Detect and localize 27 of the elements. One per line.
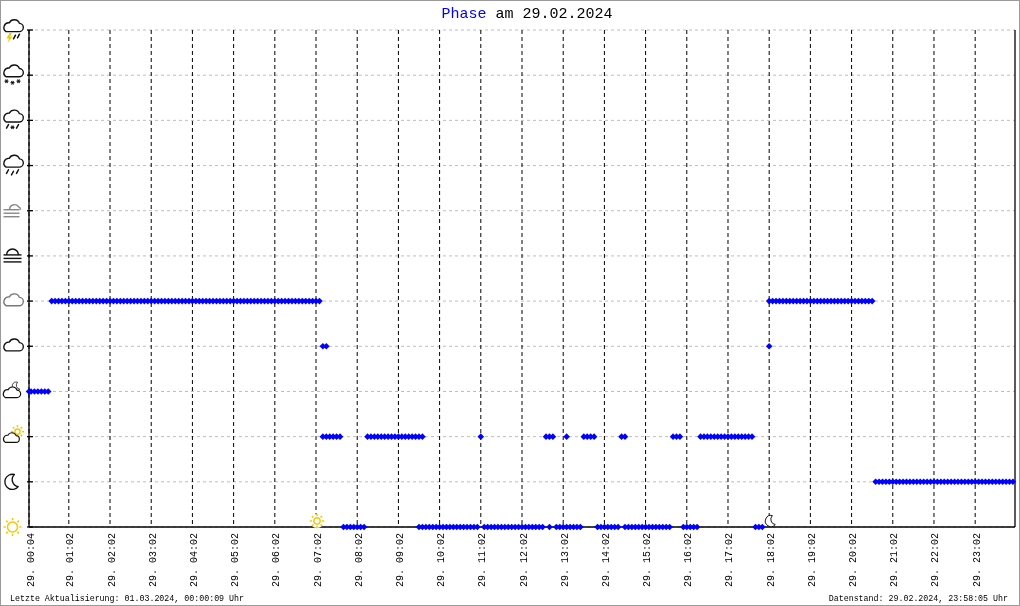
x-tick-label: 29. 21:02 [889, 533, 901, 588]
text: Letzte Aktualisierung: 01.03.2024, 00:00:09 Uhr [10, 594, 245, 603]
x-tick-label: 29. 11:02 [477, 533, 489, 588]
text: Datenstand: 29.02.2024, 23:58:05 Uhr [828, 594, 1009, 603]
x-tick-label: 29. 04:02 [188, 533, 200, 588]
x-tick-label: 29. 03:02 [147, 533, 159, 588]
x-tick-label: 29. 14:02 [600, 533, 612, 588]
x-tick-label: 29. 08:02 [353, 533, 365, 588]
x-tick-label: 29. 07:02 [312, 533, 324, 588]
x-tick-label: 29. 02:02 [106, 533, 118, 588]
x-tick-label: 29. 01:02 [65, 533, 77, 588]
chart-title: Phase am 29.02.2024 [441, 6, 613, 23]
x-tick-label: 29. 10:02 [436, 533, 448, 588]
x-tick-label: 29. 18:02 [765, 533, 777, 588]
x-tick-label: 29. 19:02 [806, 533, 818, 588]
x-tick-label: 29. 16:02 [683, 533, 695, 588]
x-tick-label: 29. 20:02 [848, 533, 860, 588]
x-tick-label: 29. 13:02 [559, 533, 571, 588]
x-tick-label: 29. 09:02 [394, 533, 406, 588]
x-tick-label: 29. 23:02 [971, 533, 983, 588]
x-tick-label: 29. 17:02 [724, 533, 736, 588]
x-tick-label: 29. 05:02 [230, 533, 242, 588]
x-tick-label: 29. 15:02 [642, 533, 654, 588]
x-tick-label: 29. 00:04 [25, 533, 37, 588]
x-tick-label: 29. 06:02 [271, 533, 283, 588]
x-tick-label: 29. 22:02 [930, 533, 942, 588]
x-tick-label: 29. 12:02 [518, 533, 530, 588]
